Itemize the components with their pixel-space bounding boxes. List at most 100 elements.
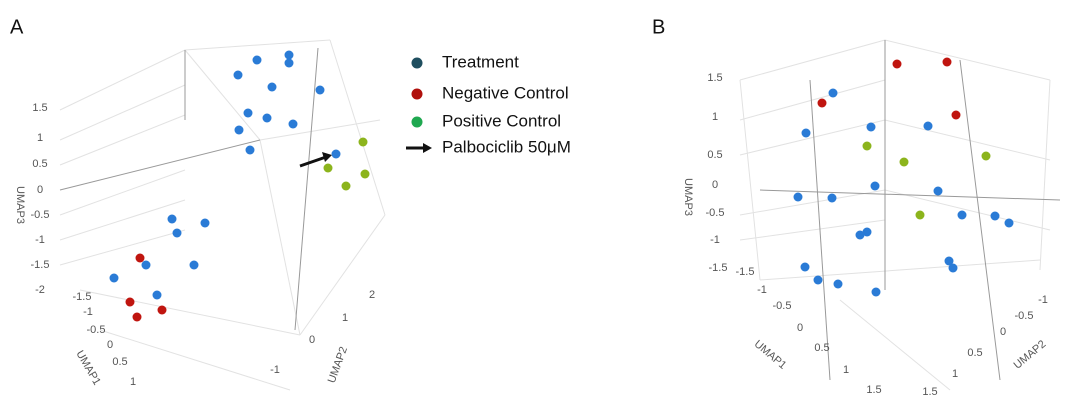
tick-label: 1 [952, 368, 958, 380]
tick-label: 1 [130, 376, 136, 388]
tick-label: 1.5 [866, 384, 881, 396]
points [109, 50, 1014, 322]
point [892, 59, 902, 69]
legend-dot [411, 88, 423, 100]
point [262, 113, 272, 123]
tick-label: -1.5 [709, 262, 728, 274]
axis-label: UMAP3 [682, 178, 694, 216]
legend-label: Treatment [442, 52, 519, 71]
tick-label: 1.5 [922, 386, 937, 398]
point [944, 256, 954, 266]
point [801, 128, 811, 138]
tick-label: -1 [710, 234, 720, 246]
panel-label: A [10, 16, 24, 38]
axes-b [759, 40, 1061, 381]
legend-label: Palbociclib 50μM [442, 137, 571, 156]
point [234, 125, 244, 135]
tick-label: -0.5 [706, 207, 725, 219]
tick-label: -0.5 [87, 324, 106, 336]
tick-label: 0 [107, 339, 113, 351]
point [833, 279, 843, 289]
point [871, 287, 881, 297]
point [951, 110, 961, 120]
tick-label: 0.5 [814, 342, 829, 354]
tick-label: 0 [797, 322, 803, 334]
point [800, 262, 810, 272]
point [360, 169, 370, 179]
tick-label: 1.5 [32, 102, 47, 114]
tick-label: -1.5 [73, 291, 92, 303]
legend-dot [411, 116, 423, 128]
tick-label: -1.5 [31, 259, 50, 271]
point [200, 218, 210, 228]
legend-arrow-head [423, 143, 432, 153]
point [1004, 218, 1014, 228]
point [866, 122, 876, 132]
point [288, 119, 298, 129]
point [923, 121, 933, 131]
point [284, 58, 294, 68]
point [284, 50, 294, 60]
tick-label: -1 [83, 306, 93, 318]
arrow [299, 155, 327, 168]
axis-label: UMAP1 [752, 338, 789, 372]
point [855, 230, 865, 240]
tick-label: 0.5 [967, 347, 982, 359]
point [252, 55, 262, 65]
tick-label: -1.5 [736, 266, 755, 278]
point [933, 186, 943, 196]
tick-label: 0.5 [707, 149, 722, 161]
tick-label: -0.5 [773, 300, 792, 312]
panel-label: B [652, 16, 665, 38]
tick-label: 0 [1000, 326, 1006, 338]
point [172, 228, 182, 238]
tick-label: -0.5 [1015, 310, 1034, 322]
point [189, 260, 199, 270]
tick-label: -1 [270, 364, 280, 376]
point [341, 181, 351, 191]
tick-label: -1 [757, 284, 767, 296]
tick-label: -1 [35, 234, 45, 246]
point [267, 82, 277, 92]
point [990, 211, 1000, 221]
tick-label: 1.5 [707, 72, 722, 84]
tick-label: 0.5 [32, 158, 47, 170]
point [899, 157, 909, 167]
axis-label: UMAP2 [326, 345, 350, 385]
point [135, 253, 145, 263]
tick-label: 1 [37, 132, 43, 144]
point [862, 141, 872, 151]
point [981, 151, 991, 161]
tick-label: -1 [1038, 294, 1048, 306]
point [315, 85, 325, 95]
point [862, 227, 872, 237]
tick-label: 1 [843, 364, 849, 376]
grid-a [59, 39, 386, 391]
tick-label: -0.5 [31, 209, 50, 221]
point [948, 263, 958, 273]
point [167, 214, 177, 224]
point [957, 210, 967, 220]
point [152, 290, 162, 300]
legend-dot [411, 57, 423, 69]
legend-label: Positive Control [442, 111, 561, 130]
point [915, 210, 925, 220]
point [942, 57, 952, 67]
axis-label: UMAP1 [73, 349, 102, 388]
point [125, 297, 135, 307]
tick-label: 1 [712, 111, 718, 123]
point [157, 305, 167, 315]
point [828, 88, 838, 98]
point [243, 108, 253, 118]
point [245, 145, 255, 155]
point [233, 70, 243, 80]
tick-label: 1 [342, 312, 348, 324]
point [817, 98, 827, 108]
tick-label: 0.5 [112, 356, 127, 368]
grid-b [739, 39, 1051, 391]
axis-label: UMAP2 [1012, 338, 1049, 372]
point [870, 181, 880, 191]
axis-label: UMAP3 [14, 186, 26, 224]
tick-label: 2 [369, 289, 375, 301]
axes-a [59, 47, 319, 331]
